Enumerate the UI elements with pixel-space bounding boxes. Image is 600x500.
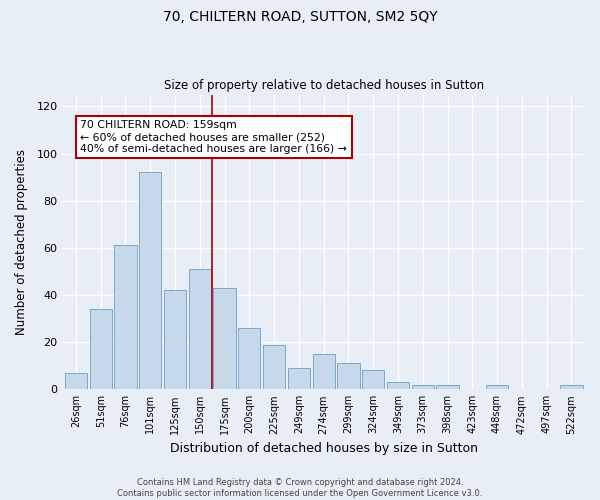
- X-axis label: Distribution of detached houses by size in Sutton: Distribution of detached houses by size …: [170, 442, 478, 455]
- Bar: [164, 290, 186, 390]
- Bar: [560, 384, 583, 390]
- Bar: [115, 246, 137, 390]
- Bar: [89, 309, 112, 390]
- Bar: [362, 370, 385, 390]
- Y-axis label: Number of detached properties: Number of detached properties: [15, 149, 28, 335]
- Bar: [188, 269, 211, 390]
- Text: 70, CHILTERN ROAD, SUTTON, SM2 5QY: 70, CHILTERN ROAD, SUTTON, SM2 5QY: [163, 10, 437, 24]
- Bar: [436, 384, 458, 390]
- Text: 70 CHILTERN ROAD: 159sqm
← 60% of detached houses are smaller (252)
40% of semi-: 70 CHILTERN ROAD: 159sqm ← 60% of detach…: [80, 120, 347, 154]
- Bar: [139, 172, 161, 390]
- Bar: [65, 373, 87, 390]
- Title: Size of property relative to detached houses in Sutton: Size of property relative to detached ho…: [164, 79, 484, 92]
- Bar: [288, 368, 310, 390]
- Bar: [337, 364, 359, 390]
- Bar: [387, 382, 409, 390]
- Bar: [214, 288, 236, 390]
- Bar: [263, 344, 285, 390]
- Bar: [412, 384, 434, 390]
- Bar: [486, 384, 508, 390]
- Bar: [313, 354, 335, 390]
- Bar: [238, 328, 260, 390]
- Text: Contains HM Land Registry data © Crown copyright and database right 2024.
Contai: Contains HM Land Registry data © Crown c…: [118, 478, 482, 498]
